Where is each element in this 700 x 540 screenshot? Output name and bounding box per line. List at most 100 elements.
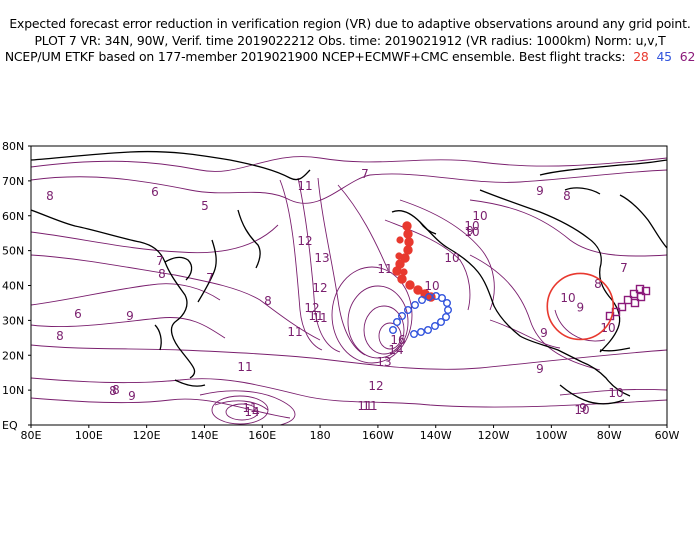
contour-label: 6 [151,185,159,199]
contour-label: 10 [464,219,479,233]
contour-line [469,199,667,257]
contour-label: 8 [158,267,166,281]
contour-label: 10 [464,225,479,239]
coastline [599,267,621,353]
contour-line [31,169,667,204]
contour-label: 9 [466,224,474,238]
track-45-point [438,294,447,303]
contour-label: 10 [600,321,615,335]
contour-label: 13 [314,251,329,265]
track-45-point [417,328,426,337]
lat-tick-label: 50N [2,245,24,258]
verification-region-circle [546,272,615,341]
lon-tick-label: 160W [362,429,394,442]
coastline [479,189,602,269]
lat-tick-label: 80N [2,140,24,153]
contour-label: 7 [206,271,214,285]
track-45-point [443,299,452,308]
contour-label: 11 [357,399,372,413]
contour-line [317,177,366,356]
track-45-point [418,296,427,305]
lat-tick-label: 10N [2,384,24,397]
contour-line [489,319,561,349]
track-28-label: 28 [633,49,649,64]
coastline [174,379,206,387]
contour-label: 11 [297,179,312,193]
lon-tick-label: 80E [21,429,42,442]
contour-label: 10 [574,403,589,417]
contour-label: 12 [312,281,327,295]
track-62-point [635,284,645,294]
contour-label: 9 [579,401,587,415]
track-45-point [444,306,453,315]
contour-lines [31,156,667,425]
coastline [619,194,667,249]
lat-tick-label: 20N [2,349,24,362]
coastline [419,221,437,235]
contour-ring [211,395,269,425]
contour-label: 16 [390,333,405,347]
track-28-point [413,285,423,295]
vr-label: 9 [576,300,584,314]
lat-tick-label: 70N [2,175,24,188]
contour-label: 12 [297,234,312,248]
contour-label: 10 [444,251,459,265]
track-45-point [398,312,407,321]
contour-label: 12 [368,379,383,393]
contour-line [554,309,606,342]
contour-line [469,254,601,371]
track-45-point [389,326,398,335]
contour-label: 8 [594,277,602,291]
lat-tick-label: 60N [2,210,24,223]
track-28-point [405,280,415,290]
contour-ring [378,322,402,350]
contour-label: 11 [237,360,252,374]
contour-line [31,254,321,341]
track-28-point [400,268,408,276]
contour-label: 8 [112,383,120,397]
contour-label: 10 [472,209,487,223]
lat-tick-label: EQ [2,419,18,432]
contour-label: 8 [563,189,571,203]
contour-label: 14 [388,343,403,357]
title-line-3-text: NCEP/UM ETKF based on 177-member 2019021… [4,49,626,64]
contour-label: 9 [540,326,548,340]
coastline [154,324,162,351]
title-block: Expected forecast error reduction in ver… [0,16,700,66]
contour-line [31,397,291,419]
track-45-point [437,318,446,327]
track-62-point [630,298,640,308]
track-28-point [395,252,403,260]
contour-label: 11 [312,311,327,325]
track-28-point [403,245,413,255]
title-line-1: Expected forecast error reduction in ver… [9,16,691,31]
contour-label: 13 [376,355,391,369]
contour-line [31,156,667,172]
contour-ring [225,403,259,421]
track-62-point [641,286,651,296]
lon-tick-label: 80W [597,429,622,442]
contour-line [297,177,341,353]
track-62-label: 62 [679,49,696,64]
track-45-point [411,301,420,310]
contour-label: 8 [109,384,117,398]
contour-ring [331,266,413,364]
title-line-2: PLOT 7 VR: 34N, 90W, Verif. time 2019022… [34,32,666,48]
coastline [581,361,631,397]
title-line-3: NCEP/UM ETKF based on 177-member 2019021… [0,49,700,66]
track-28-point [404,237,414,247]
track-45-point [442,313,451,322]
contour-line [399,199,495,311]
lon-tick-label: 100E [75,429,103,442]
coastline [559,384,625,405]
coastline [237,209,261,269]
track-45-label: 45 [656,49,672,64]
track-45-point [410,330,419,339]
contour-label: 11 [308,309,323,323]
contour-label: 10 [560,291,575,305]
track-45-point [431,322,440,331]
contour-label: 11 [242,401,257,415]
contour-label: 7 [620,261,628,275]
lat-tick-label: 30N [2,314,24,327]
